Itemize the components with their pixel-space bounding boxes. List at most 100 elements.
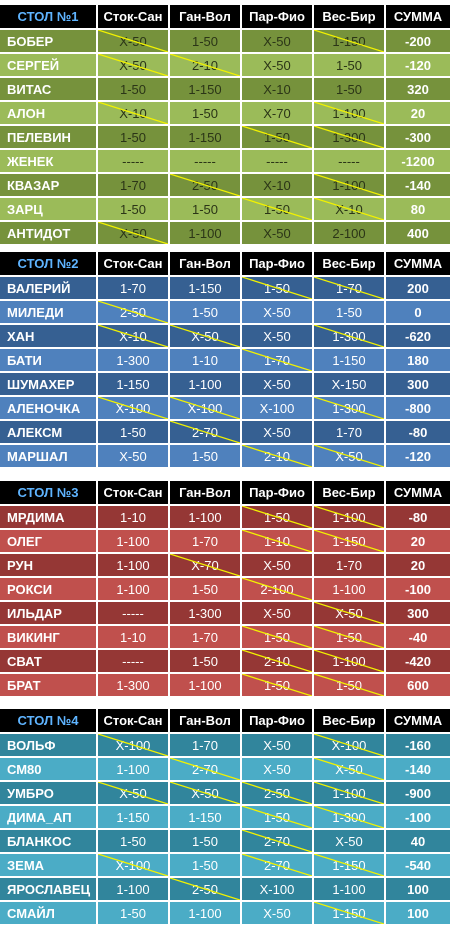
table-row: СВАТ ----- 1-50 2-10 1-100 -420 [0,650,450,674]
player-name: СВАТ [0,650,98,674]
bet-cell: 1-100 [314,782,386,806]
bet-cell: 1-300 [314,806,386,830]
bet-value: 1-300 [332,328,366,344]
column-header: Пар-Фио [242,252,314,277]
bet-cell: 1-100 [170,373,242,397]
bet-cell: 1-50 [242,806,314,830]
bet-value: Х-10 [335,201,363,217]
bet-value: 1-100 [332,177,366,193]
bet-value: 1-50 [191,581,219,597]
bet-value: 1-10 [119,629,147,645]
player-name: БРАТ [0,674,98,698]
bet-cell: Х-50 [170,782,242,806]
bet-value: 1-50 [191,201,219,217]
bet-value: 1-100 [188,905,222,921]
player-name: ВИТАС [0,78,98,102]
bet-cell: 2-50 [98,301,170,325]
bet-cell: 1-150 [170,806,242,830]
bet-value: 1-150 [116,809,150,825]
bet-cell: 2-50 [170,174,242,198]
player-name: АЛЕНОЧКА [0,397,98,421]
bet-cell: 2-10 [242,445,314,469]
bet-cell: 1-50 [314,54,386,78]
bet-value: 1-50 [191,857,219,873]
bet-value: Х-50 [263,33,291,49]
player-name: РОКСИ [0,578,98,602]
bet-cell: 1-50 [98,126,170,150]
column-header: Сток-Сан [98,709,170,734]
column-header: Сток-Сан [98,252,170,277]
table-title: СТОЛ №2 [0,252,98,277]
bet-value: 1-150 [332,33,366,49]
bet-value: 1-150 [188,129,222,145]
column-header: Пар-Фио [242,5,314,30]
bet-cell: Х-50 [242,301,314,325]
bet-value: Х-50 [335,605,363,621]
table-4: СТОЛ №4 Сток-Сан Ган-Вол Пар-Фио Вес-Бир СУММ… [0,709,450,926]
sum-value: 100 [386,902,450,926]
bet-cell: 1-100 [314,506,386,530]
bet-value: 1-50 [191,833,219,849]
sum-value: -620 [386,325,450,349]
sum-value: 100 [386,878,450,902]
bet-cell: 1-100 [98,878,170,902]
sum-value: -100 [386,578,450,602]
bet-cell: 1-50 [170,30,242,54]
bet-value: Х-50 [263,761,291,777]
column-header: СУММА [386,481,450,506]
bet-cell: Х-50 [98,782,170,806]
bet-value: 1-150 [116,376,150,392]
table-row: ЗЕМА Х-100 1-50 2-70 1-150 -540 [0,854,450,878]
table-row: РОКСИ 1-100 1-50 2-100 1-100 -100 [0,578,450,602]
sum-value: 600 [386,674,450,698]
bet-value: 1-50 [119,81,147,97]
table-row: ВАЛЕРИЙ 1-70 1-150 1-50 1-70 200 [0,277,450,301]
bet-cell: 1-100 [98,578,170,602]
bet-cell: 1-150 [314,902,386,926]
bet-cell: 2-70 [170,758,242,782]
sum-value: 300 [386,602,450,626]
bet-cell: 1-50 [170,198,242,222]
bet-cell: 1-100 [98,554,170,578]
bet-cell: Х-50 [242,602,314,626]
player-name: СЕРГЕЙ [0,54,98,78]
bet-value: Х-100 [187,400,223,416]
bet-cell: 2-50 [170,878,242,902]
player-name: ШУМАХЕР [0,373,98,397]
bet-cell: Х-50 [242,222,314,246]
bet-value: 1-100 [116,881,150,897]
bet-cell: 1-50 [242,626,314,650]
bet-value: Х-50 [263,57,291,73]
sum-value: 0 [386,301,450,325]
bet-cell: 1-10 [170,349,242,373]
bet-value: 1-300 [188,605,222,621]
player-name: ОЛЕГ [0,530,98,554]
player-name: МАРШАЛ [0,445,98,469]
sum-value: -100 [386,806,450,830]
table-row: ПЕЛЕВИН 1-50 1-150 1-50 1-300 -300 [0,126,450,150]
bet-value: 1-10 [191,352,219,368]
bet-cell: 1-100 [314,102,386,126]
table-row: ЯРОСЛАВЕЦ 1-100 2-50 Х-100 1-100 100 [0,878,450,902]
bet-value: Х-10 [263,81,291,97]
bet-value: 2-70 [263,857,291,873]
bet-cell: Х-50 [242,554,314,578]
bet-cell: Х-50 [242,54,314,78]
bet-value: 1-300 [332,400,366,416]
bet-cell: 1-50 [242,198,314,222]
column-header: Вес-Бир [314,252,386,277]
bet-cell: 1-300 [314,325,386,349]
bet-cell: ----- [170,150,242,174]
bet-cell: Х-100 [242,397,314,421]
bet-cell: Х-50 [242,30,314,54]
bet-cell: 2-50 [242,782,314,806]
bet-value: 1-50 [335,81,363,97]
sum-value: 180 [386,349,450,373]
bet-cell: 1-70 [314,421,386,445]
bet-cell: ----- [314,150,386,174]
bet-cell: 1-50 [242,277,314,301]
sum-value: -200 [386,30,450,54]
bet-cell: 2-100 [314,222,386,246]
bet-cell: Х-50 [314,830,386,854]
